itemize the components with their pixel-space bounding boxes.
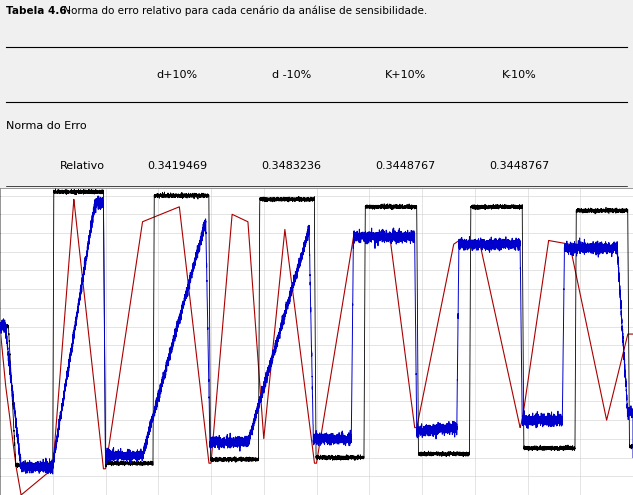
Text: Relativo: Relativo: [60, 160, 105, 171]
Text: Norma do erro relativo para cada cenário da análise de sensibilidade.: Norma do erro relativo para cada cenário…: [60, 5, 427, 16]
Text: 0.3448767: 0.3448767: [375, 160, 436, 171]
Text: Norma do Erro: Norma do Erro: [6, 121, 87, 131]
Text: 0.3419469: 0.3419469: [147, 160, 207, 171]
Text: K-10%: K-10%: [502, 70, 536, 80]
Text: d -10%: d -10%: [272, 70, 311, 80]
Text: K+10%: K+10%: [384, 70, 426, 80]
Text: 0.3483236: 0.3483236: [261, 160, 321, 171]
Text: 0.3448767: 0.3448767: [489, 160, 549, 171]
Text: Tabela 4.6-: Tabela 4.6-: [6, 5, 71, 16]
Text: d+10%: d+10%: [157, 70, 197, 80]
